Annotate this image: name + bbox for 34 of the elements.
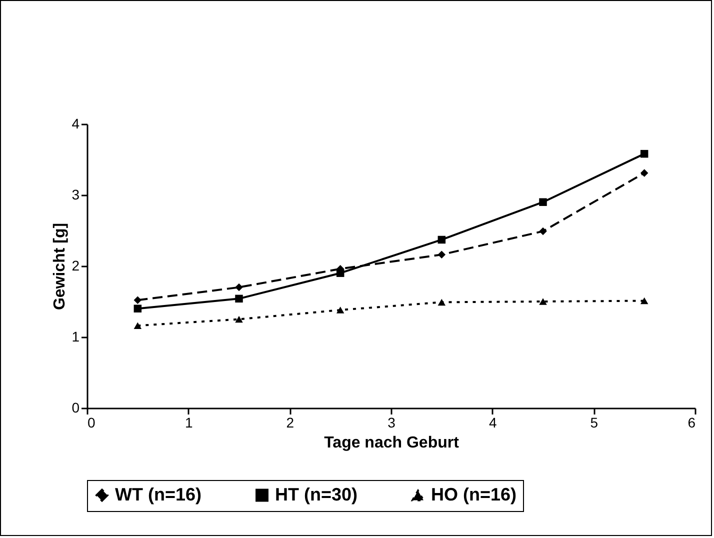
point [438,298,446,306]
point [134,296,142,304]
point [539,198,547,206]
point [336,306,344,314]
x-tick-label: 2 [286,414,294,430]
x-tick-label: 1 [184,414,193,430]
point [640,297,648,304]
x-tick-label: 5 [590,414,598,430]
point [336,269,344,277]
x-tick-label: 3 [388,414,396,430]
y-tick-label: 3 [72,186,80,202]
point [235,283,243,292]
point [235,316,243,323]
y-tick-label: 2 [72,258,80,274]
legend-label: WT (n=16) [115,484,202,504]
x-tick-label: 0 [88,414,96,430]
point [539,227,547,236]
x-axis-title: Tage nach Geburt [324,434,460,452]
y-axis-title: Gewicht [g] [52,222,69,310]
point [640,169,648,177]
point [438,250,446,259]
x-tick-label: 6 [688,414,696,430]
y-tick-label: 0 [72,400,80,416]
point [640,150,648,158]
point [235,294,243,303]
y-tick-label: 4 [72,116,80,132]
legend-label: HT (n=30) [275,484,358,504]
x-tick-label: 4 [488,414,497,430]
y-tick-label: 1 [72,328,80,344]
point [134,304,142,312]
point [539,298,547,305]
point [134,322,142,329]
point [438,236,446,244]
legend-label: HO (n=16) [431,484,517,504]
